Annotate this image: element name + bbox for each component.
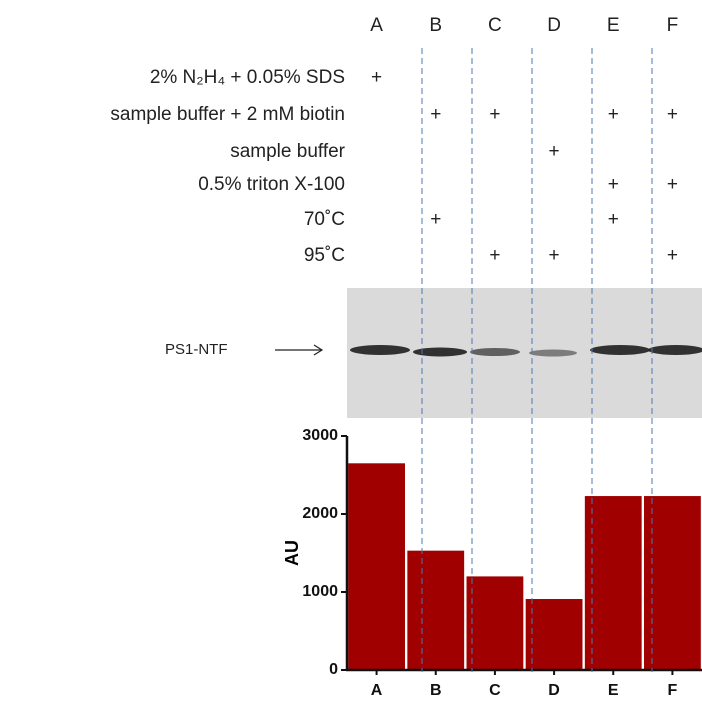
bar [526, 599, 583, 670]
band [470, 348, 520, 356]
band [529, 350, 577, 357]
y-tick-label: 1000 [302, 583, 338, 600]
band [590, 345, 650, 355]
lane-label: B [429, 15, 442, 36]
condition-mark: + [667, 245, 678, 266]
y-axis-label: AU [282, 540, 302, 566]
gel-label: PS1-NTF [165, 341, 228, 358]
condition-label: 95˚C [304, 245, 345, 266]
condition-label: 2% N₂H₄ + 0.05% SDS [150, 67, 345, 88]
condition-label: sample buffer [230, 141, 345, 162]
condition-mark: + [667, 174, 678, 195]
lane-label: F [667, 15, 679, 36]
arrow [275, 345, 322, 355]
y-tick-label: 3000 [302, 427, 338, 444]
condition-mark: + [667, 104, 678, 125]
bar [348, 463, 405, 670]
condition-mark: + [549, 245, 560, 266]
y-tick-label: 2000 [302, 505, 338, 522]
condition-mark: + [371, 67, 382, 88]
condition-mark: + [608, 104, 619, 125]
figure: PS1-NTF AU A B C D E F 2% N₂H₄ + 0.05% SDS + sam… [0, 0, 702, 705]
band [648, 345, 702, 355]
lane-label: A [370, 15, 383, 36]
bar [407, 551, 464, 670]
lane-label: E [607, 15, 620, 36]
x-tick-label: A [371, 682, 383, 699]
band [350, 345, 410, 355]
band [413, 348, 467, 357]
x-tick-label: D [548, 682, 560, 699]
condition-mark: + [608, 174, 619, 195]
lane-label: C [488, 15, 502, 36]
x-tick-label: B [430, 682, 442, 699]
bar [585, 496, 642, 670]
lane-label: D [547, 15, 561, 36]
condition-mark: + [608, 209, 619, 230]
condition-mark: + [489, 245, 500, 266]
bar [644, 496, 701, 670]
x-tick-label: C [489, 682, 501, 699]
condition-mark: + [430, 104, 441, 125]
condition-mark: + [489, 104, 500, 125]
condition-mark: + [430, 209, 441, 230]
condition-mark: + [549, 141, 560, 162]
x-tick-label: E [608, 682, 619, 699]
bar [467, 576, 524, 670]
condition-label: 70˚C [304, 209, 345, 230]
condition-label: sample buffer + 2 mM biotin [110, 104, 345, 125]
condition-label: 0.5% triton X-100 [198, 174, 345, 195]
x-tick-label: F [668, 682, 678, 699]
y-tick-label: 0 [329, 661, 338, 678]
